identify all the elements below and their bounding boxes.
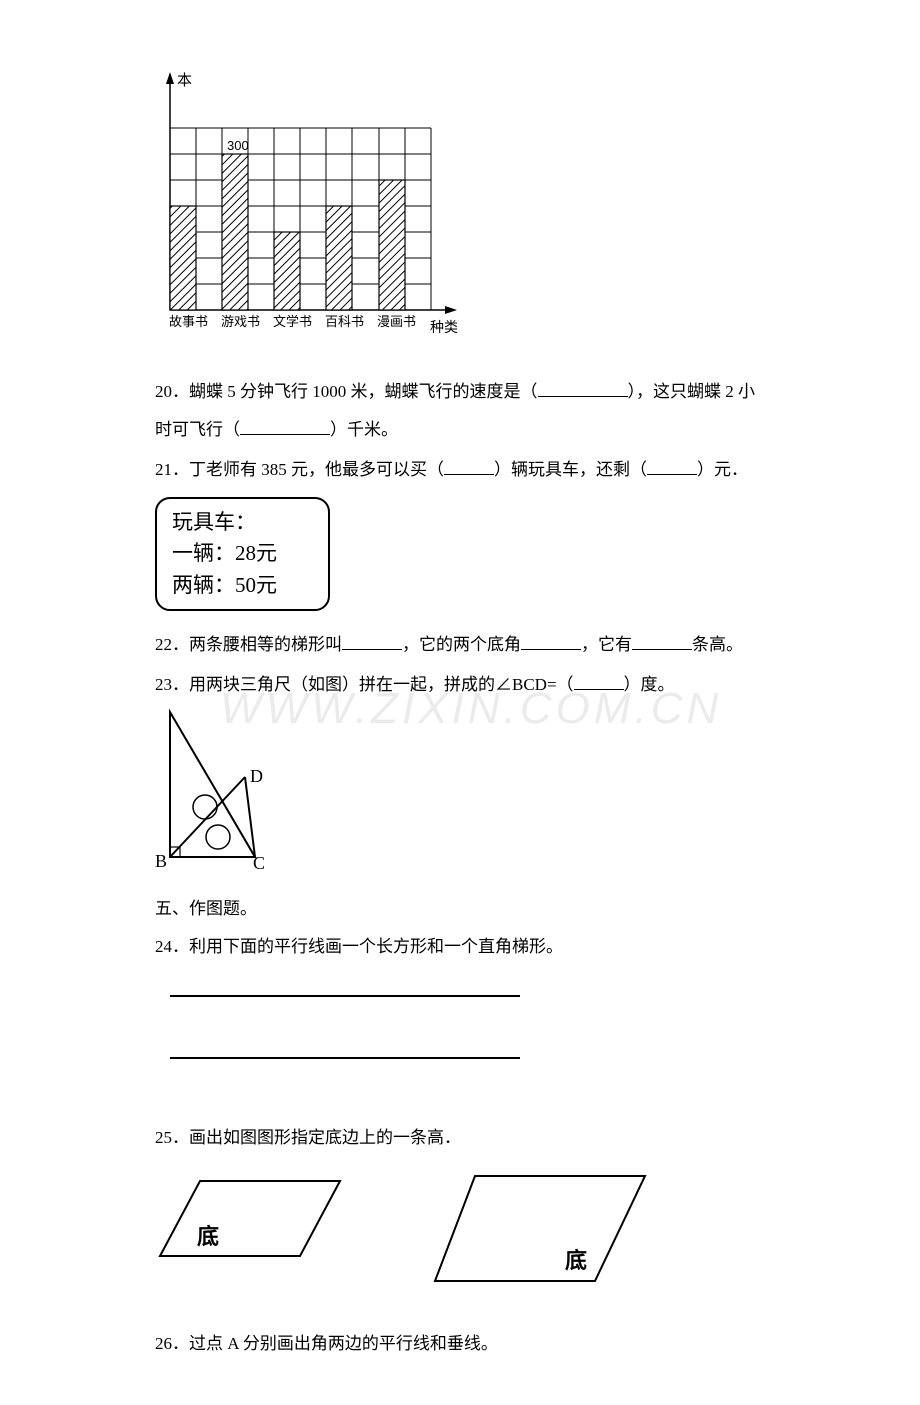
blank-fill [444,458,494,475]
question-text: ）辆玩具车，还剩（ [494,460,647,479]
blank-fill [342,633,402,650]
svg-text:底: 底 [565,1248,587,1273]
question-text: ）度。 [624,675,675,694]
question-26: 26．过点 A 分别画出角两边的平行线和垂线。 [155,1325,765,1362]
blank-fill [632,633,692,650]
svg-text:B: B [155,851,167,871]
question-text: ）元． [697,460,748,479]
question-text: ，它有 [581,635,632,654]
svg-text:百科书: 百科书 [325,314,364,329]
question-number: 23． [155,675,189,694]
svg-text:C: C [253,853,265,872]
question-23: 23．用两块三角尺（如图）拼在一起，拼成的∠BCD=（）度。 WWW.ZIXIN… [155,666,765,703]
blank-fill [647,458,697,475]
parallel-lines-figure [170,995,765,1059]
parallelogram-figure: 底 [155,1166,355,1309]
question-21: 21．丁老师有 385 元，他最多可以买（ ）辆玩具车，还剩（ ）元． [155,451,765,488]
question-24: 24．利用下面的平行线画一个长方形和一个直角梯形。 [155,928,765,965]
question-text: ）千米。 [330,420,398,439]
svg-text:种类: 种类 [430,320,458,336]
question-number: 20． [155,382,189,401]
bar-chart: 本 种类 300 [155,70,765,353]
svg-text:300: 300 [227,138,249,153]
svg-text:文学书: 文学书 [273,314,312,329]
question-text: ，它的两个底角 [402,635,521,654]
question-number: 26． [155,1334,189,1353]
triangle-figure: B C D [155,707,765,885]
question-text: 两条腰相等的梯形叫 [189,635,342,654]
blank-fill [574,673,624,690]
question-text: 画出如图图形指定底边上的一条高． [189,1128,461,1147]
shapes-row: 底 底 [155,1166,765,1309]
question-text: 蝴蝶 5 分钟飞行 1000 米，蝴蝶飞行的速度是（ [189,382,538,401]
toy-info-box: 玩具车： 一辆：28元 两辆：50元 [155,497,330,612]
svg-text:底: 底 [197,1224,219,1249]
svg-text:漫画书: 漫画书 [377,314,416,329]
blank-fill [521,633,581,650]
svg-text:故事书: 故事书 [169,314,208,329]
question-text: 用两块三角尺（如图）拼在一起，拼成的∠BCD=（ [189,675,574,694]
box-line: 一辆：28元 [172,538,313,570]
trapezoid-figure: 底 [425,1166,655,1309]
question-number: 21． [155,460,189,479]
question-text: 条高。 [692,635,743,654]
blank-fill [240,418,330,435]
svg-text:D: D [250,766,263,786]
blank-fill [538,380,628,397]
box-line: 两辆：50元 [172,570,313,602]
question-number: 25． [155,1128,189,1147]
question-text: 利用下面的平行线画一个长方形和一个直角梯形。 [189,937,563,956]
question-22: 22．两条腰相等的梯形叫 ，它的两个底角 ，它有 条高。 [155,626,765,663]
box-title: 玩具车： [172,507,313,539]
question-number: 24． [155,937,189,956]
question-text: 过点 A 分别画出角两边的平行线和垂线。 [189,1334,498,1353]
svg-text:游戏书: 游戏书 [221,314,260,329]
svg-text:本: 本 [177,72,192,89]
question-20: 20．蝴蝶 5 分钟飞行 1000 米，蝴蝶飞行的速度是（），这只蝴蝶 2 小时… [155,373,765,448]
question-25: 25．画出如图图形指定底边上的一条高． [155,1119,765,1156]
question-number: 22． [155,635,189,654]
question-text: 丁老师有 385 元，他最多可以买（ [189,460,444,479]
section-title: 五、作图题。 [155,890,765,927]
